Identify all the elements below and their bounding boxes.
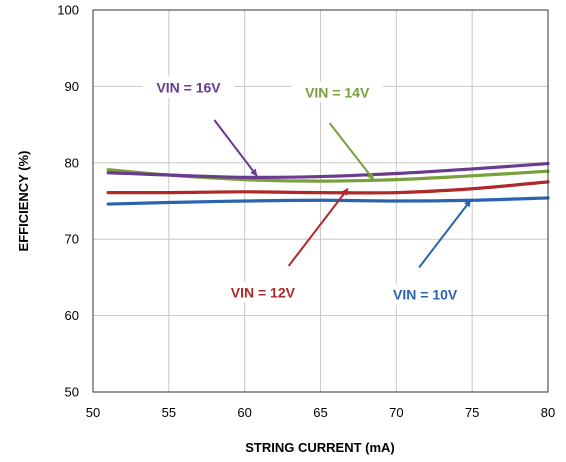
- y-tick-label: 50: [65, 385, 79, 400]
- x-tick-label: 70: [389, 405, 403, 420]
- series-layer: [106, 161, 550, 206]
- x-tick-label: 50: [86, 405, 100, 420]
- y-tick-label: 70: [65, 232, 79, 247]
- annotation-label-bg-vin-10v: [379, 283, 472, 305]
- annotation-arrow-vin-10v: [418, 199, 472, 269]
- series-line-vin-12v: [106, 180, 550, 195]
- annotation-label-bg-vin-14v: [291, 81, 384, 103]
- x-tick-label: 80: [541, 405, 555, 420]
- series-line-vin-10v: [106, 196, 550, 206]
- x-tick-labels: 50 55 60 65 70 75 80: [86, 405, 555, 420]
- y-axis-title: EFFICIENCY (%): [16, 151, 31, 252]
- y-tick-label: 60: [65, 308, 79, 323]
- annotation-arrow-vin-12v: [287, 188, 349, 267]
- x-axis-title: STRING CURRENT (mA): [245, 440, 395, 455]
- y-tick-label: 100: [57, 3, 79, 18]
- x-tick-label: 55: [162, 405, 176, 420]
- annotation-arrow-vin-16v: [213, 119, 258, 177]
- x-tick-label: 75: [465, 405, 479, 420]
- annotation-label-vin-12v: VIN = 12V: [231, 284, 296, 300]
- annotation-label-bg-vin-12v: [216, 281, 309, 303]
- y-tick-label: 80: [65, 155, 79, 170]
- annotation-label-vin-10v: VIN = 10V: [393, 287, 458, 303]
- annotation-label-vin-14v: VIN = 14V: [305, 84, 370, 100]
- annotations: VIN = 16V VIN = 14V VIN = 12V VIN = 10V: [142, 76, 472, 305]
- series-line-vin-16v: [106, 161, 550, 179]
- annotation-arrow-vin-14v: [328, 122, 375, 181]
- plot-frame: [92, 9, 549, 393]
- annotation-label-bg-vin-16v: [142, 76, 235, 98]
- annotation-label-vin-16v: VIN = 16V: [156, 80, 221, 96]
- x-tick-label: 65: [313, 405, 327, 420]
- y-tick-labels: 50 60 70 80 90 100: [57, 3, 79, 400]
- y-tick-label: 90: [65, 79, 79, 94]
- x-tick-label: 60: [237, 405, 251, 420]
